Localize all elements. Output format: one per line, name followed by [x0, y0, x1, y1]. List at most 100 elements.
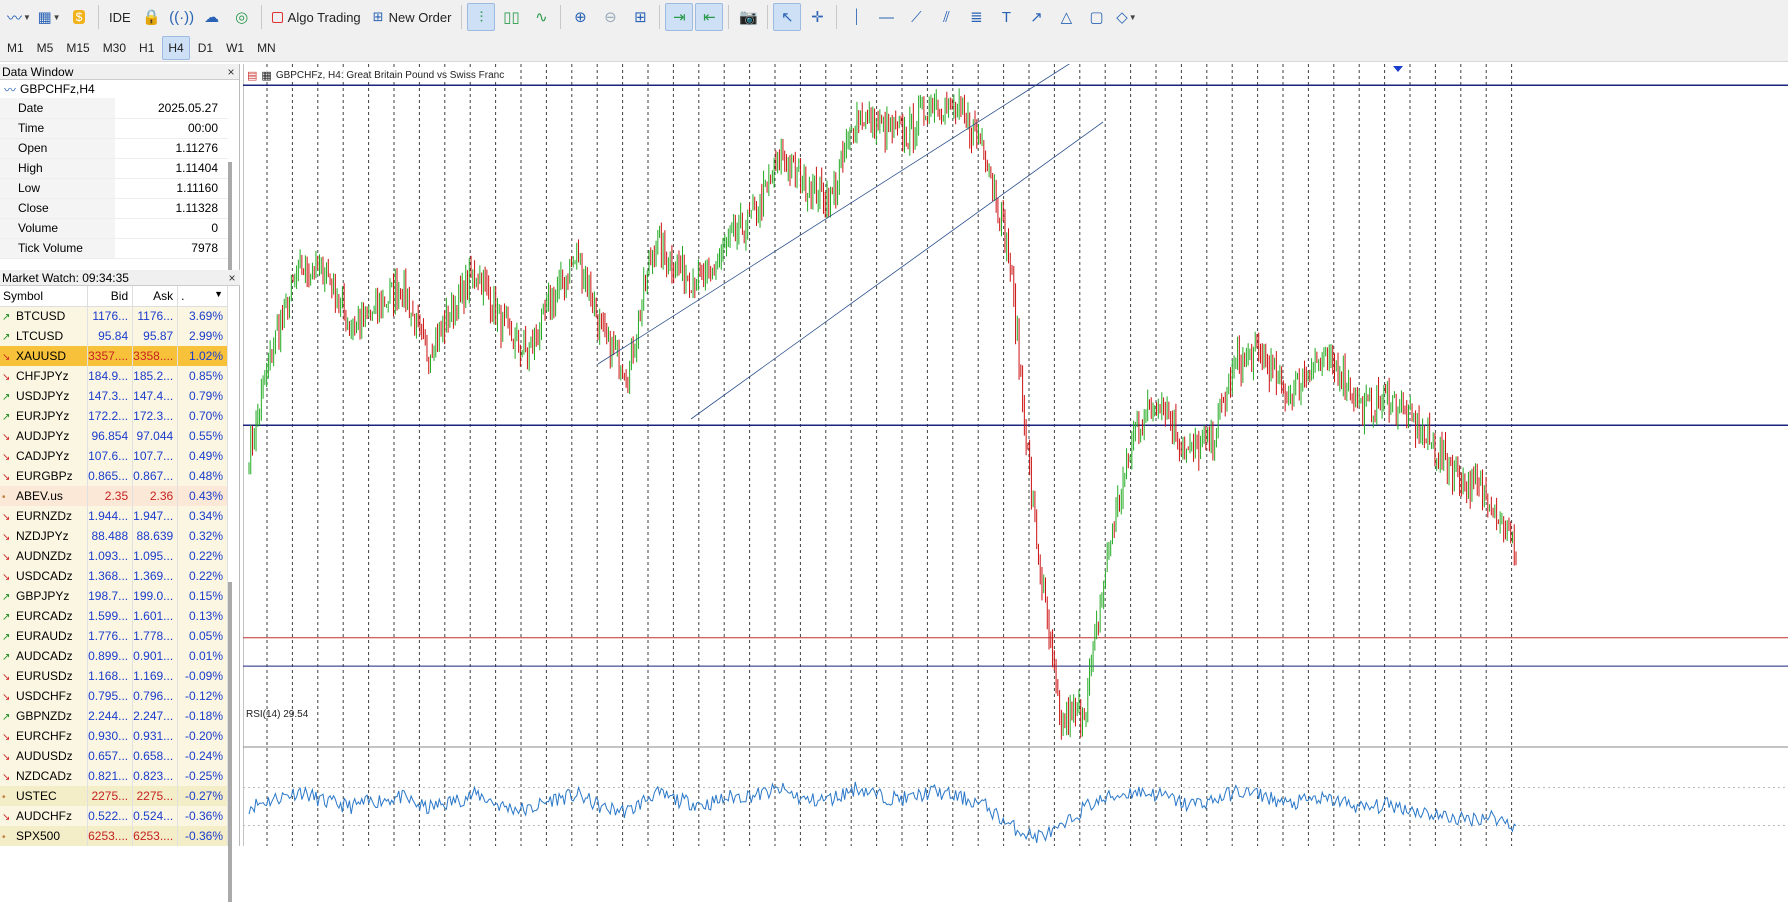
screenshot-icon[interactable]: 📷: [739, 9, 758, 26]
market-watch-row[interactable]: • ABEV.us 2.35 2.36 0.43%: [0, 486, 228, 506]
trend-arrow-icon: ↘: [2, 532, 11, 543]
bid-cell: 0.865...: [87, 466, 134, 486]
line-chart-icon[interactable]: ∿: [535, 9, 548, 26]
data-key: Low: [0, 178, 115, 199]
symbol-cell: ↘ NZDJPYz: [0, 526, 89, 546]
cursor-icon[interactable]: ↖: [773, 3, 802, 31]
market-watch-row[interactable]: ↗ USDJPYz 147.3... 147.4... 0.79%: [0, 386, 228, 406]
timeframe-mn[interactable]: MN: [257, 40, 276, 55]
trendline-icon[interactable]: ⟋: [911, 8, 922, 26]
signal-icon[interactable]: ((·)): [169, 8, 195, 26]
chart-menu-icon[interactable]: ▤: [247, 69, 258, 82]
market-watch-row[interactable]: ↗ GBPNZDz 2.244... 2.247... -0.18%: [0, 706, 228, 726]
market-watch-row[interactable]: ↘ CHFJPYz 184.9... 185.2... 0.85%: [0, 366, 228, 386]
timeframe-m30[interactable]: M30: [102, 40, 127, 55]
change-cell: -0.36%: [177, 806, 228, 826]
vps-icon[interactable]: ◎: [235, 9, 249, 26]
vertical-line-icon[interactable]: ⏐: [852, 8, 861, 26]
chart-shift-icon[interactable]: ⇤: [695, 3, 724, 31]
text-tool-icon[interactable]: T: [1001, 8, 1012, 26]
cloud-icon[interactable]: ☁: [204, 9, 220, 26]
ask-cell: 6253....: [132, 826, 179, 846]
crosshair-icon[interactable]: ✛: [811, 9, 824, 26]
close-icon[interactable]: ×: [228, 270, 236, 285]
lock-icon[interactable]: 🔒: [142, 9, 162, 26]
ide-button[interactable]: IDE: [109, 9, 131, 25]
bid-cell: 0.657...: [87, 746, 134, 766]
change-cell: -0.18%: [177, 706, 228, 726]
market-icon[interactable]: $: [65, 3, 93, 31]
timeframe-m5[interactable]: M5: [36, 40, 54, 55]
timeframe-m15[interactable]: M15: [66, 40, 90, 55]
ask-cell: 0.867...: [132, 466, 179, 486]
rectangle-icon[interactable]: ▢: [1089, 9, 1104, 26]
market-watch-row[interactable]: ↘ AUDUSDz 0.657... 0.658... -0.24%: [0, 746, 228, 766]
ask-cell: 1.095...: [132, 546, 179, 566]
market-watch-row[interactable]: ↘ CADJPYz 107.6... 107.7... 0.49%: [0, 446, 228, 466]
zoom-in-icon[interactable]: ⊕: [574, 9, 587, 26]
bid-cell: 0.899...: [87, 646, 134, 666]
symbol-cell: ↗ GBPJPYz: [0, 586, 89, 606]
arrow-tool-icon[interactable]: ↗: [1030, 9, 1043, 26]
market-watch-row[interactable]: ↘ EURCHFz 0.930... 0.931... -0.20%: [0, 726, 228, 746]
timeframe-m1[interactable]: M1: [7, 40, 24, 55]
symbol-name: CADJPYz: [16, 449, 70, 463]
trend-arrow-icon: ↘: [2, 772, 11, 783]
tile-windows-icon[interactable]: ⊞: [634, 9, 647, 26]
market-watch-row[interactable]: • SPX500 6253.... 6253.... -0.36%: [0, 826, 228, 846]
candlestick-icon[interactable]: ▯▯: [503, 9, 520, 26]
market-watch-row[interactable]: ↗ EURJPYz 172.2... 172.3... 0.70%: [0, 406, 228, 426]
market-watch-row[interactable]: ↗ LTCUSD 95.84 95.87 2.99%: [0, 326, 228, 346]
chart-template-icon[interactable]: ▦ ▼: [37, 9, 61, 26]
triangle-icon[interactable]: △: [1060, 9, 1073, 26]
change-cell: 0.49%: [177, 446, 228, 466]
horizontal-line-icon[interactable]: —: [878, 8, 894, 26]
rsi-label: RSI(14) 29.54: [246, 709, 309, 720]
market-watch-row[interactable]: ↗ BTCUSD 1176... 1176... 3.69%: [0, 306, 228, 326]
price-chart[interactable]: [242, 51, 1788, 846]
market-watch-row[interactable]: ↘ EURNZDz 1.944... 1.947... 0.34%: [0, 506, 228, 526]
bar-chart-icon[interactable]: ⫶: [467, 3, 496, 31]
market-watch-row[interactable]: ↘ AUDNZDz 1.093... 1.095... 0.22%: [0, 546, 228, 566]
rsi-line: [248, 781, 1517, 843]
ask-cell: 185.2...: [132, 366, 179, 386]
market-watch-row[interactable]: ↘ XAUUSD 3357.... 3358.... 1.02%: [0, 346, 228, 366]
new-order-button[interactable]: ⊞ New Order: [372, 9, 452, 25]
ask-cell: 199.0...: [132, 586, 179, 606]
timeframe-h1[interactable]: H1: [139, 40, 155, 55]
market-watch-row[interactable]: ↘ EURUSDz 1.168... 1.169... -0.09%: [0, 666, 228, 686]
market-watch-row[interactable]: ↗ GBPJPYz 198.7... 199.0... 0.15%: [0, 586, 228, 606]
bid-header[interactable]: Bid: [87, 286, 134, 307]
symbol-cell: ↘ AUDCHFz: [0, 806, 89, 826]
market-watch-row[interactable]: • USTEC 2275... 2275... -0.27%: [0, 786, 228, 806]
symbol-header[interactable]: Symbol: [0, 286, 89, 307]
channel-icon[interactable]: ⫽: [943, 8, 950, 26]
market-watch-row[interactable]: ↗ EURCADz 1.599... 1.601... 0.13%: [0, 606, 228, 626]
auto-scroll-icon[interactable]: ⇥: [665, 3, 694, 31]
trend-arrow-icon: ↗: [2, 652, 11, 663]
algo-trading-button[interactable]: Algo Trading: [267, 3, 366, 31]
chart-type-icon[interactable]: 〰 ▼: [7, 9, 31, 27]
market-watch-row[interactable]: ↘ NZDJPYz 88.488 88.639 0.32%: [0, 526, 228, 546]
data-window-scrollbar[interactable]: [228, 162, 232, 274]
market-watch-row[interactable]: ↗ EURAUDz 1.776... 1.778... 0.05%: [0, 626, 228, 646]
fibonacci-icon[interactable]: ≣: [970, 9, 983, 26]
timeframe-h4[interactable]: H4: [162, 35, 190, 60]
market-watch-row[interactable]: ↘ AUDJPYz 96.854 97.044 0.55%: [0, 426, 228, 446]
market-watch-row[interactable]: ↘ NZDCADz 0.821... 0.823... -0.25%: [0, 766, 228, 786]
market-watch-row[interactable]: ↘ AUDCHFz 0.522... 0.524... -0.36%: [0, 806, 228, 826]
chart-area[interactable]: ▤ ▦ GBPCHFz, H4: Great Britain Pound vs …: [242, 51, 1788, 846]
zoom-out-icon[interactable]: ⊖: [604, 9, 617, 26]
market-watch-row[interactable]: ↘ EURGBPz 0.865... 0.867... 0.48%: [0, 466, 228, 486]
market-watch-row[interactable]: ↘ USDCHFz 0.795... 0.796... -0.12%: [0, 686, 228, 706]
close-icon[interactable]: ×: [227, 64, 235, 79]
timeframe-d1[interactable]: D1: [197, 40, 214, 55]
data-row: Time 00:00: [0, 118, 228, 139]
ask-header[interactable]: Ask: [132, 286, 179, 307]
change-header[interactable]: . ▼: [177, 286, 228, 307]
market-watch-row[interactable]: ↘ USDCADz 1.368... 1.369... 0.22%: [0, 566, 228, 586]
market-watch-row[interactable]: ↗ AUDCADz 0.899... 0.901... 0.01%: [0, 646, 228, 666]
market-watch-scrollbar[interactable]: [228, 582, 232, 902]
shapes-icon[interactable]: ◇ ▼: [1116, 9, 1137, 26]
timeframe-w1[interactable]: W1: [226, 40, 245, 55]
